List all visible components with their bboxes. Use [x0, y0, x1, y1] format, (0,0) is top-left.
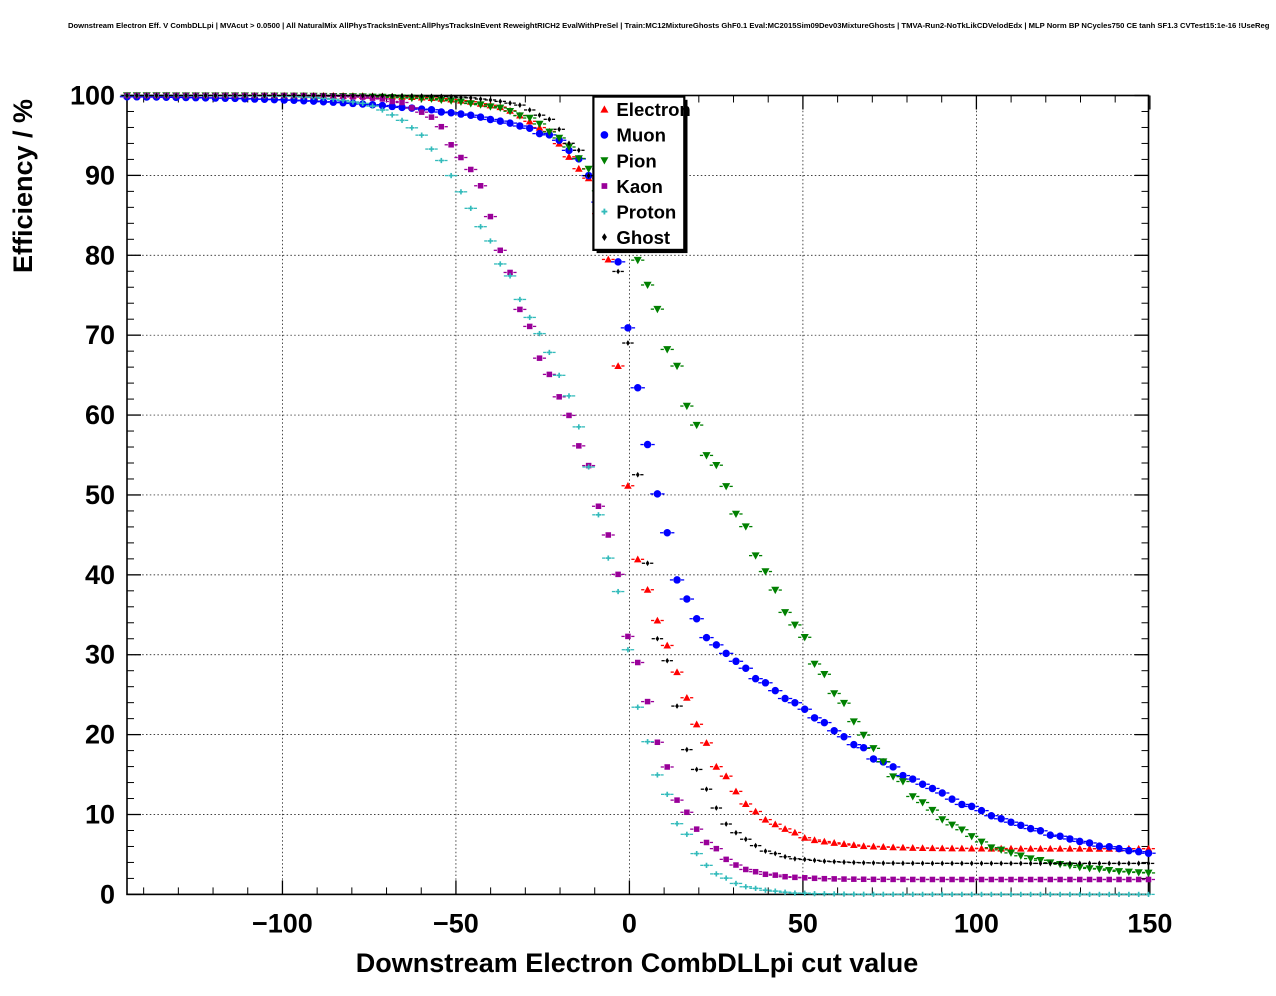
svg-text:60: 60 [85, 400, 115, 430]
svg-text:100: 100 [954, 908, 999, 938]
svg-text:50: 50 [788, 908, 818, 938]
svg-text:70: 70 [85, 320, 115, 350]
svg-text:30: 30 [85, 640, 115, 670]
svg-text:−100: −100 [252, 908, 313, 938]
svg-text:Ghost: Ghost [616, 227, 670, 248]
svg-text:150: 150 [1127, 908, 1172, 938]
svg-text:Proton: Proton [616, 201, 676, 222]
svg-text:20: 20 [85, 720, 115, 750]
svg-text:0: 0 [622, 908, 637, 938]
svg-text:100: 100 [70, 81, 115, 111]
svg-text:0: 0 [100, 879, 115, 909]
svg-text:−50: −50 [433, 908, 479, 938]
svg-text:Electron: Electron [616, 99, 690, 120]
svg-text:90: 90 [85, 160, 115, 190]
svg-text:50: 50 [85, 480, 115, 510]
svg-text:40: 40 [85, 560, 115, 590]
svg-text:Pion: Pion [616, 150, 656, 171]
svg-text:Kaon: Kaon [616, 176, 662, 197]
svg-text:Muon: Muon [616, 125, 666, 146]
svg-text:80: 80 [85, 240, 115, 270]
svg-text:10: 10 [85, 800, 115, 830]
